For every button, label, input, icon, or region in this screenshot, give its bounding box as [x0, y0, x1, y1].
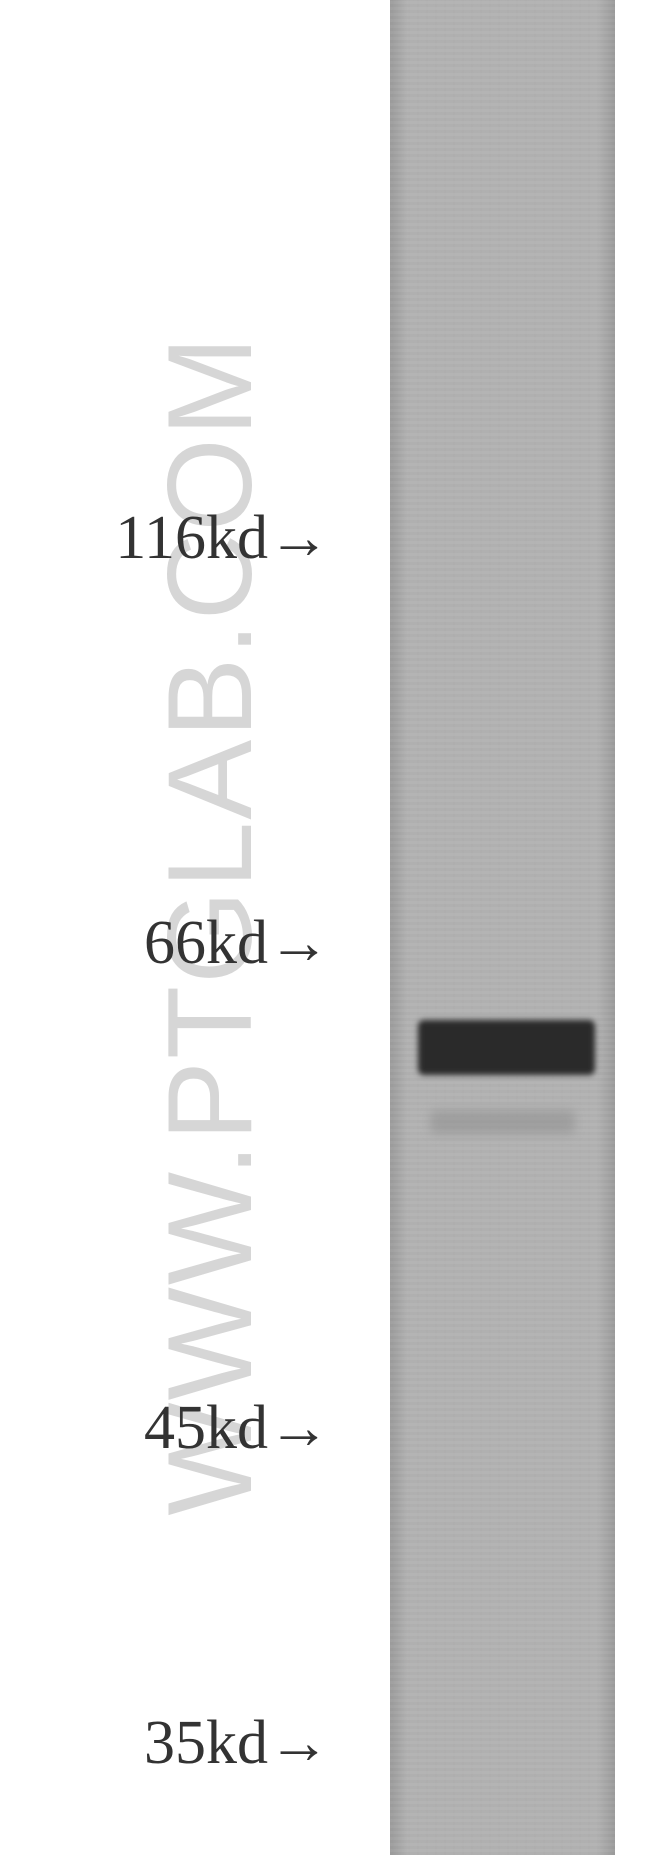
mw-marker-label: 45kd→ [144, 1393, 330, 1464]
mw-marker-label: 116kd→ [115, 503, 330, 574]
protein-band [430, 1110, 575, 1134]
lane-texture [390, 0, 615, 1855]
mw-marker-label: 66kd→ [144, 908, 330, 979]
blot-lane [390, 0, 615, 1855]
western-blot-figure: WWW.PTGLAB.COM116kd→66kd→45kd→35kd→ [0, 0, 650, 1855]
protein-band [418, 1020, 595, 1075]
mw-marker-label: 35kd→ [144, 1708, 330, 1779]
